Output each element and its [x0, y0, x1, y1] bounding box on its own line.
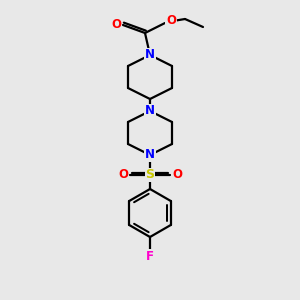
Text: N: N: [145, 148, 155, 161]
Text: S: S: [146, 169, 154, 182]
Text: O: O: [118, 169, 128, 182]
Text: F: F: [146, 250, 154, 262]
Text: N: N: [145, 49, 155, 62]
Text: O: O: [172, 169, 182, 182]
Text: N: N: [145, 104, 155, 118]
Text: O: O: [111, 17, 121, 31]
Text: O: O: [166, 14, 176, 28]
